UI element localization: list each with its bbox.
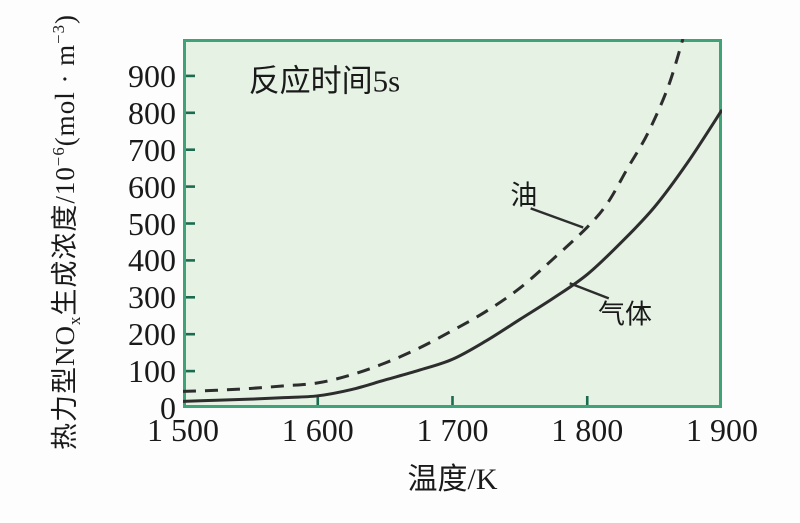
gas-series-label: 气体 (598, 300, 652, 330)
oil-label-leader (530, 207, 584, 229)
y-axis-title-text: ) (49, 13, 80, 24)
x-tick-label: 1 800 (551, 412, 624, 448)
y-axis-title-superscript: −3 (48, 23, 68, 44)
plot-area: 油气体 反应时间5s (183, 39, 722, 408)
y-tick-label: 500 (128, 205, 176, 242)
annotation-reaction-time: 反应时间5s (249, 64, 401, 99)
x-tick-label: 1 700 (416, 412, 489, 448)
oil-curve (183, 39, 685, 393)
y-tick-label: 800 (128, 94, 176, 131)
y-tick-label: 300 (128, 279, 176, 316)
y-tick-label: 700 (128, 131, 176, 168)
gas-label-leader (569, 282, 610, 300)
plot-border (183, 39, 722, 408)
x-tick-label: 1 500 (147, 412, 219, 448)
y-tick-label: 400 (128, 242, 176, 279)
y-axis-title-superscript: −6 (48, 146, 68, 167)
y-tick-label: 600 (128, 168, 176, 205)
y-tick-label: 0 (160, 390, 176, 426)
chart-canvas: 油气体 反应时间5s (183, 39, 722, 408)
y-tick-label: 200 (128, 316, 176, 353)
x-tick-label: 1 600 (281, 412, 354, 448)
y-tick-label: 900 (128, 57, 176, 94)
x-tick-label: 1 900 (686, 412, 758, 448)
x-axis-title: 温度/K (407, 463, 498, 496)
gas-curve (183, 109, 722, 403)
oil-series-label: 油 (510, 180, 537, 210)
y-tick-label: 100 (128, 353, 176, 390)
